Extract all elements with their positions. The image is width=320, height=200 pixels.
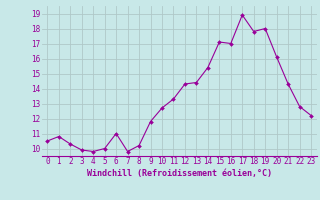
- X-axis label: Windchill (Refroidissement éolien,°C): Windchill (Refroidissement éolien,°C): [87, 169, 272, 178]
